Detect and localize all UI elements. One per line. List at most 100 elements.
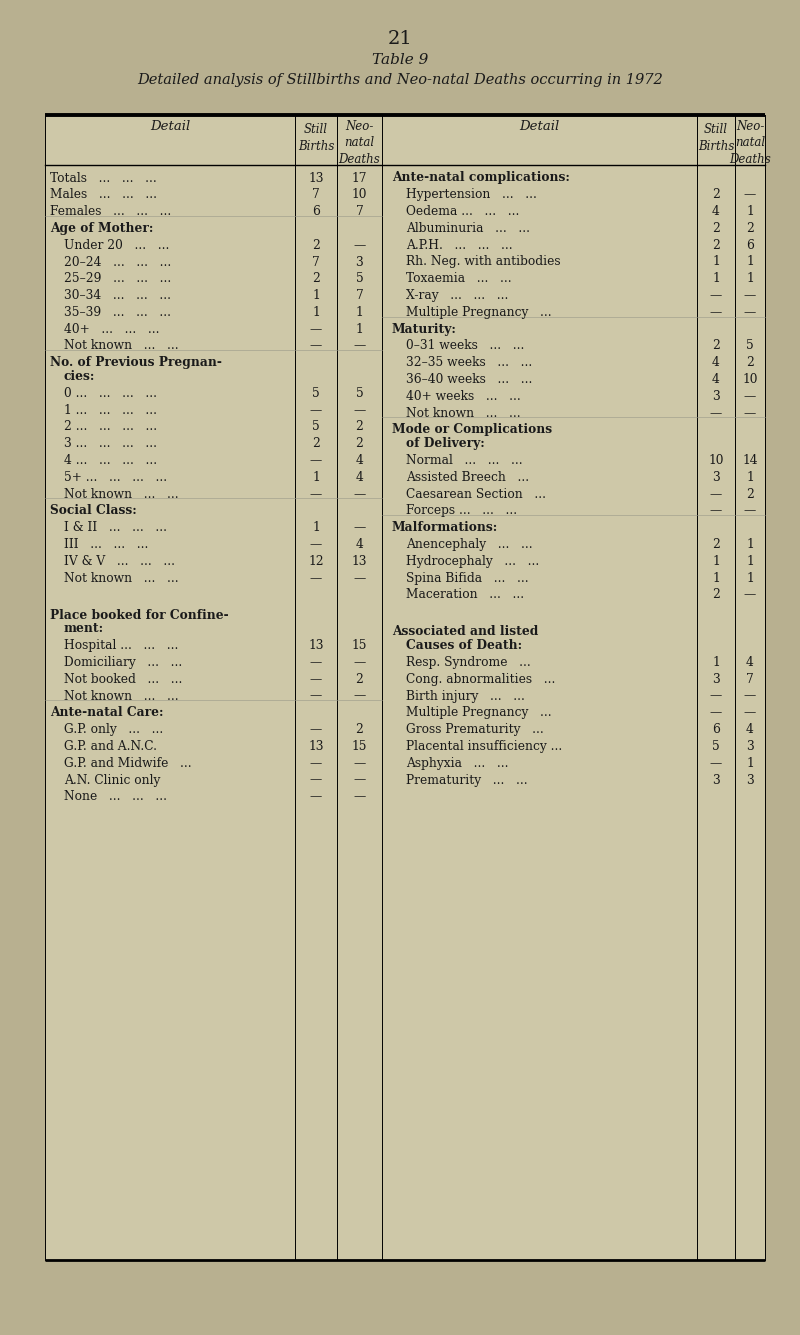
Text: Hospital ...   ...   ...: Hospital ... ... ...	[64, 639, 178, 653]
Text: 2: 2	[746, 356, 754, 370]
Text: Maturity:: Maturity:	[392, 323, 457, 335]
Text: Females   ...   ...   ...: Females ... ... ...	[50, 206, 171, 218]
Text: 13: 13	[308, 639, 324, 653]
Text: Placental insufficiency ...: Placental insufficiency ...	[406, 740, 562, 753]
Text: Gross Prematurity   ...: Gross Prematurity ...	[406, 724, 544, 736]
Text: 5+ ...   ...   ...   ...: 5+ ... ... ... ...	[64, 471, 167, 483]
Text: Assisted Breech   ...: Assisted Breech ...	[406, 471, 529, 483]
Text: 12: 12	[308, 555, 324, 567]
Text: 2: 2	[712, 589, 720, 602]
Text: Under 20   ...   ...: Under 20 ... ...	[64, 239, 170, 252]
Text: 4 ...   ...   ...   ...: 4 ... ... ... ...	[64, 454, 157, 467]
Text: Still
Births: Still Births	[298, 123, 334, 154]
Text: 2: 2	[712, 188, 720, 202]
Text: —: —	[744, 290, 756, 302]
Text: —: —	[354, 690, 366, 702]
Text: 17: 17	[352, 171, 367, 184]
Text: 3: 3	[712, 673, 720, 686]
Text: —: —	[310, 655, 322, 669]
Text: ment:: ment:	[64, 622, 104, 635]
Text: —: —	[310, 487, 322, 501]
Text: 2: 2	[712, 339, 720, 352]
Text: Toxaemia   ...   ...: Toxaemia ... ...	[406, 272, 512, 286]
Text: 1: 1	[746, 555, 754, 567]
Text: —: —	[310, 571, 322, 585]
Text: 1: 1	[312, 290, 320, 302]
Text: Maceration   ...   ...: Maceration ... ...	[406, 589, 524, 602]
Text: 1: 1	[746, 272, 754, 286]
Text: 13: 13	[352, 555, 367, 567]
Text: 35–39   ...   ...   ...: 35–39 ... ... ...	[64, 306, 171, 319]
Text: Resp. Syndrome   ...: Resp. Syndrome ...	[406, 655, 530, 669]
Text: X-ray   ...   ...   ...: X-ray ... ... ...	[406, 290, 508, 302]
Text: 7: 7	[746, 673, 754, 686]
Text: Multiple Pregnancy   ...: Multiple Pregnancy ...	[406, 306, 552, 319]
Text: Detail: Detail	[519, 120, 560, 134]
Text: Hypertension   ...   ...: Hypertension ... ...	[406, 188, 537, 202]
Text: Social Class:: Social Class:	[50, 505, 137, 518]
Text: Detail: Detail	[150, 120, 190, 134]
Text: Not known   ...   ...: Not known ... ...	[406, 407, 521, 419]
Text: —: —	[710, 487, 722, 501]
Text: Domiciliary   ...   ...: Domiciliary ... ...	[64, 655, 182, 669]
Text: 1: 1	[712, 555, 720, 567]
Text: 1: 1	[746, 571, 754, 585]
Text: Age of Mother:: Age of Mother:	[50, 222, 154, 235]
Text: 0 ...   ...   ...   ...: 0 ... ... ... ...	[64, 387, 157, 400]
Text: 7: 7	[356, 206, 363, 218]
Text: 1: 1	[356, 306, 363, 319]
Text: 2: 2	[355, 438, 363, 450]
Text: 5: 5	[712, 740, 720, 753]
Text: —: —	[310, 538, 322, 551]
Text: Table 9: Table 9	[372, 53, 428, 67]
Text: —: —	[744, 505, 756, 518]
Text: 2: 2	[746, 487, 754, 501]
FancyBboxPatch shape	[45, 115, 765, 1260]
Text: 10: 10	[352, 188, 367, 202]
Text: Forceps ...   ...   ...: Forceps ... ... ...	[406, 505, 517, 518]
Text: —: —	[744, 306, 756, 319]
Text: 7: 7	[356, 290, 363, 302]
Text: 1: 1	[712, 255, 720, 268]
Text: —: —	[710, 290, 722, 302]
Text: Prematurity   ...   ...: Prematurity ... ...	[406, 773, 528, 786]
Text: 3: 3	[746, 740, 754, 753]
Text: —: —	[354, 239, 366, 252]
Text: 6: 6	[312, 206, 320, 218]
Text: G.P. and A.N.C.: G.P. and A.N.C.	[64, 740, 157, 753]
Text: Albuminuria   ...   ...: Albuminuria ... ...	[406, 222, 530, 235]
Text: G.P. and Midwife   ...: G.P. and Midwife ...	[64, 757, 192, 770]
Text: 14: 14	[742, 454, 758, 467]
Text: 1: 1	[712, 571, 720, 585]
Text: Totals   ...   ...   ...: Totals ... ... ...	[50, 171, 157, 184]
Text: —: —	[354, 521, 366, 534]
Text: Not known   ...   ...: Not known ... ...	[64, 690, 178, 702]
Text: 1: 1	[312, 521, 320, 534]
Text: —: —	[354, 655, 366, 669]
Text: III   ...   ...   ...: III ... ... ...	[64, 538, 148, 551]
Text: —: —	[310, 323, 322, 335]
Text: 10: 10	[742, 372, 758, 386]
Text: 7: 7	[312, 255, 320, 268]
Text: 4: 4	[712, 356, 720, 370]
Text: 7: 7	[312, 188, 320, 202]
Text: A.N. Clinic only: A.N. Clinic only	[64, 773, 160, 786]
Text: 13: 13	[308, 171, 324, 184]
Text: Oedema ...   ...   ...: Oedema ... ... ...	[406, 206, 519, 218]
Text: —: —	[710, 690, 722, 702]
Text: Neo-
natal
Deaths: Neo- natal Deaths	[338, 120, 380, 166]
Text: —: —	[310, 690, 322, 702]
Text: Still
Births: Still Births	[698, 123, 734, 154]
Text: —: —	[744, 706, 756, 720]
Text: 32–35 weeks   ...   ...: 32–35 weeks ... ...	[406, 356, 532, 370]
Text: 1: 1	[712, 655, 720, 669]
Text: 36–40 weeks   ...   ...: 36–40 weeks ... ...	[406, 372, 532, 386]
Text: 2: 2	[712, 538, 720, 551]
Text: 1: 1	[746, 206, 754, 218]
Text: 10: 10	[708, 454, 724, 467]
Text: Males   ...   ...   ...: Males ... ... ...	[50, 188, 157, 202]
Text: —: —	[310, 673, 322, 686]
Text: Ante-natal Care:: Ante-natal Care:	[50, 706, 163, 720]
Text: Birth injury   ...   ...: Birth injury ... ...	[406, 690, 525, 702]
Text: 1 ...   ...   ...   ...: 1 ... ... ... ...	[64, 403, 157, 417]
